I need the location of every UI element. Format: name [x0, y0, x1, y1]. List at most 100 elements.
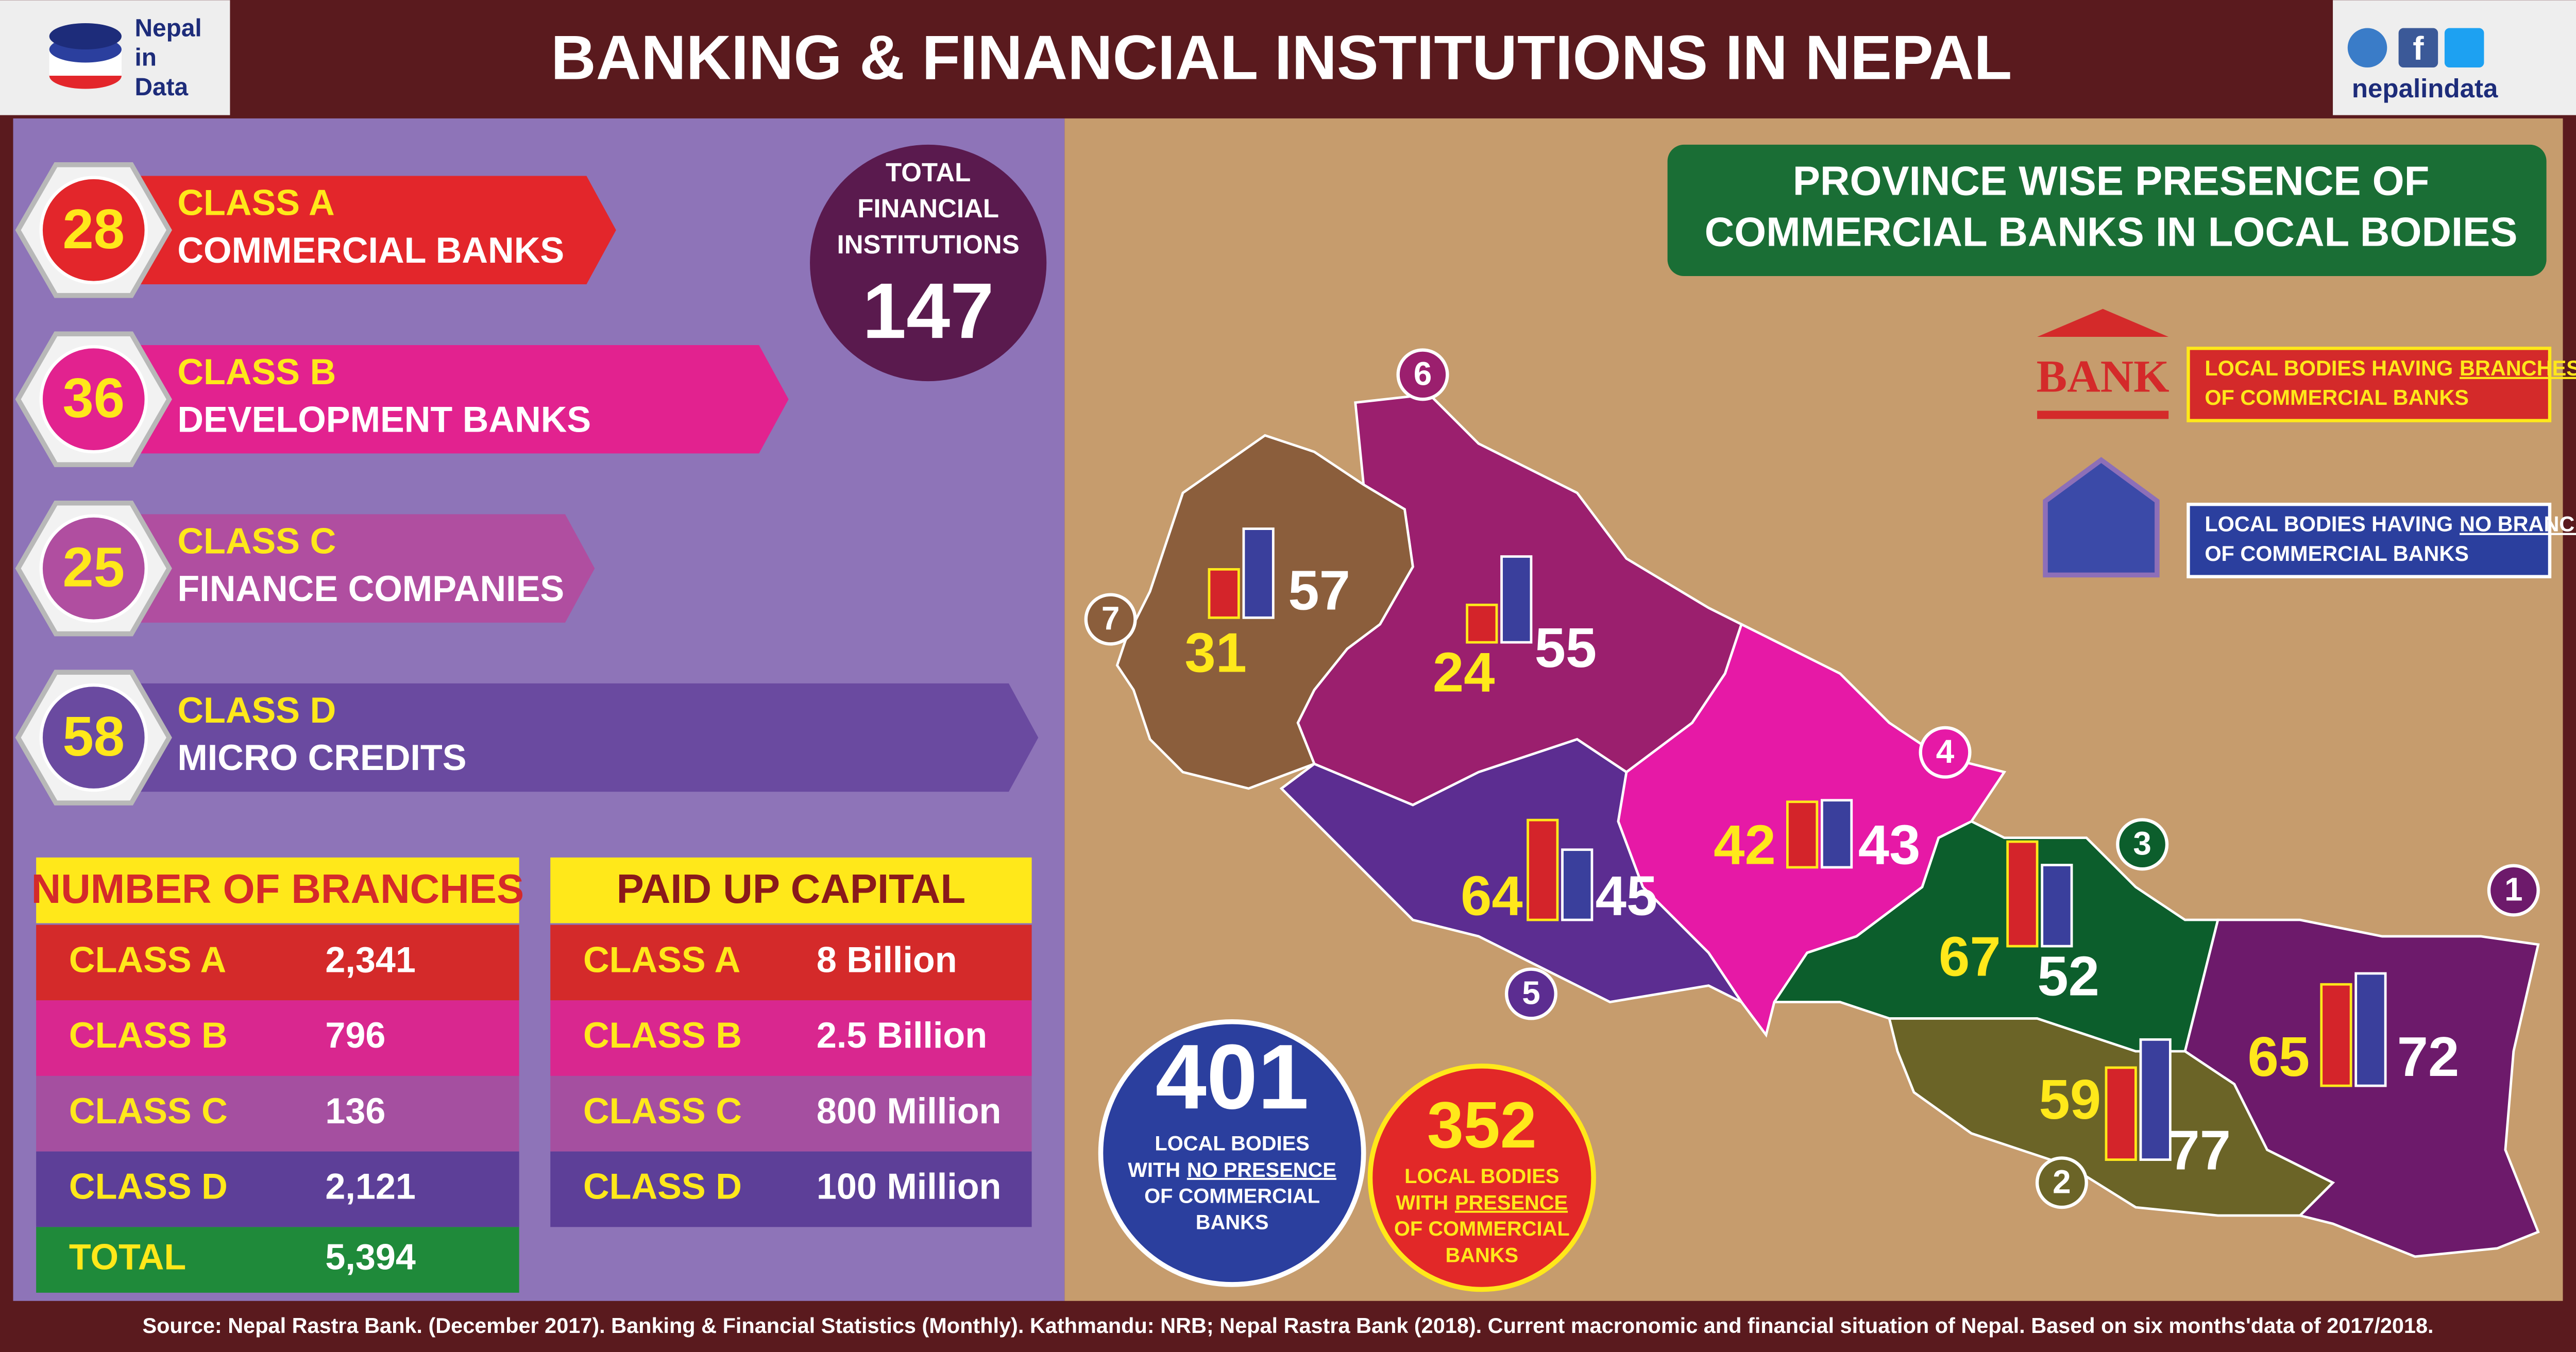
- class-ribbon: [131, 683, 1039, 792]
- value-with-branches: 64: [1461, 864, 1523, 927]
- table-row-label: CLASS B: [69, 1015, 228, 1055]
- table-row-label: CLASS A: [69, 939, 226, 980]
- value-with-branches: 31: [1184, 621, 1247, 683]
- province-number: 4: [1936, 733, 1955, 770]
- value-no-branches: 57: [1288, 559, 1350, 621]
- table-row: [36, 1227, 519, 1293]
- class-ribbon: [131, 176, 616, 284]
- table-row-value: 2.5 Billion: [817, 1015, 987, 1055]
- table-row-value: 2,121: [325, 1166, 416, 1207]
- summary-label: OF COMMERCIAL: [1394, 1218, 1570, 1240]
- bank-icon-base: [2037, 410, 2169, 419]
- facebook-icon: f: [2413, 30, 2424, 67]
- class-count: 58: [62, 705, 125, 767]
- total-label: TOTAL: [886, 158, 971, 187]
- value-with-branches: 24: [1433, 641, 1495, 704]
- map-title-box: [1667, 144, 2547, 277]
- table-row-value: 5,394: [325, 1237, 416, 1277]
- summary-label: OF COMMERCIAL: [1144, 1185, 1320, 1207]
- class-name: COMMERCIAL BANKS: [177, 230, 564, 270]
- value-no-branches: 55: [1535, 617, 1597, 679]
- summary-label: LOCAL BODIES: [1155, 1132, 1309, 1155]
- total-value: 147: [862, 267, 994, 355]
- table-row-value: 800 Million: [817, 1090, 1002, 1131]
- province-number: 5: [1522, 974, 1540, 1012]
- province-number: 2: [2053, 1163, 2071, 1200]
- province-number: 3: [2133, 825, 2151, 862]
- table-row: [36, 1151, 519, 1227]
- value-no-branches: 52: [2037, 945, 2099, 1007]
- summary-label: BANKS: [1196, 1211, 1269, 1234]
- table-row: [550, 1075, 1032, 1152]
- table-header: [550, 857, 1032, 923]
- summary-label-text: WITH: [1396, 1191, 1448, 1214]
- legend-label: OF COMMERCIAL BANKS: [2205, 385, 2469, 409]
- table-row: [36, 1075, 519, 1152]
- table-row-value: 796: [325, 1015, 385, 1055]
- table-row-label: CLASS D: [583, 1166, 742, 1207]
- bar-with-branches: [2320, 983, 2352, 1087]
- table-row-label: CLASS B: [583, 1015, 742, 1055]
- table-row: [550, 1000, 1032, 1076]
- bar-no-branches: [2354, 972, 2387, 1087]
- bar-with-branches: [1786, 800, 1819, 869]
- province-marker: [2116, 818, 2169, 871]
- bar-with-branches: [1466, 604, 1498, 644]
- table-title: NUMBER OF BRANCHES: [31, 866, 524, 912]
- table-row-label: CLASS A: [583, 939, 740, 980]
- summary-value: 352: [1427, 1089, 1537, 1162]
- class-name: FINANCE COMPANIES: [177, 568, 564, 609]
- bar-with-branches: [2006, 840, 2039, 948]
- table-row-value: 8 Billion: [817, 939, 957, 980]
- class-ribbon: [131, 345, 789, 454]
- class-label: CLASS B: [177, 351, 336, 392]
- class-count: 36: [62, 367, 125, 429]
- summary-label: LOCAL BODIES: [1404, 1165, 1559, 1188]
- class-count: 28: [62, 198, 125, 260]
- value-with-branches: 65: [2248, 1025, 2310, 1088]
- province-marker: [2035, 1156, 2088, 1209]
- table-row: [550, 925, 1032, 1001]
- class-name: DEVELOPMENT BANKS: [177, 399, 591, 439]
- map-title: PROVINCE WISE PRESENCE OF: [1793, 158, 2430, 204]
- bar-with-branches: [1208, 568, 1240, 619]
- table-row: [36, 925, 519, 1001]
- total-label: INSTITUTIONS: [837, 230, 1020, 259]
- source-note: Source: Nepal Rastra Bank. (December 201…: [142, 1313, 2433, 1338]
- table-row-value: 136: [325, 1090, 385, 1131]
- bar-no-branches: [1561, 848, 1594, 921]
- legend-label: LOCAL BODIES HAVING NO BRANCHES: [2205, 512, 2576, 536]
- province-marker: [1084, 593, 1137, 646]
- class-label: CLASS C: [177, 520, 336, 561]
- social-handle: nepalindata: [2352, 74, 2498, 103]
- summary-label: BANKS: [1445, 1244, 1518, 1267]
- province-marker: [1504, 967, 1557, 1020]
- table-row-value: 2,341: [325, 939, 416, 980]
- table-title: PAID UP CAPITAL: [617, 866, 966, 912]
- province-number: 7: [1101, 600, 1120, 637]
- table-row-label: CLASS C: [69, 1090, 228, 1131]
- summary-circle: [1367, 1064, 1596, 1292]
- legend-label-text: LOCAL BODIES HAVING: [2205, 512, 2453, 536]
- province-marker: [2487, 864, 2540, 917]
- brand-text: Data: [134, 74, 188, 101]
- table-row-value: 100 Million: [817, 1166, 1002, 1207]
- summary-label: WITH NO PRESENCE: [1128, 1158, 1336, 1181]
- summary-label: WITH PRESENCE: [1396, 1191, 1568, 1214]
- brand-text: Nepal: [134, 14, 201, 42]
- table-row: [550, 1151, 1032, 1227]
- summary-label-emphasis: NO PRESENCE: [1187, 1158, 1336, 1181]
- province-number: 1: [2504, 871, 2522, 908]
- class-count: 25: [62, 536, 125, 598]
- total-label: FINANCIAL: [857, 194, 999, 223]
- province-marker: [1396, 348, 1449, 401]
- province-marker: [1919, 726, 1972, 779]
- total-circle: [810, 144, 1047, 382]
- class-badge-circle: [39, 345, 148, 454]
- bar-no-branches: [2139, 1038, 2172, 1161]
- map-title: COMMERCIAL BANKS IN LOCAL BODIES: [1705, 209, 2518, 254]
- bar-no-branches: [2041, 864, 2073, 948]
- brand-text: in: [134, 44, 157, 72]
